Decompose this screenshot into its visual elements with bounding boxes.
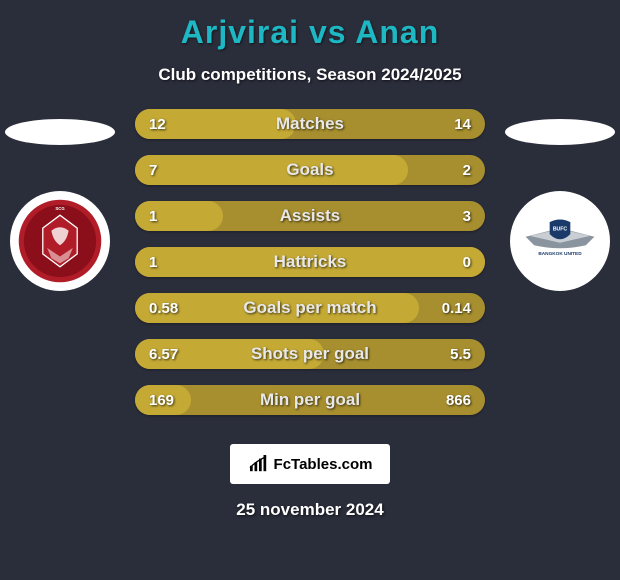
stat-label: Goals <box>135 160 485 180</box>
stat-row: 0.58Goals per match0.14 <box>135 293 485 323</box>
stat-right-value: 14 <box>454 116 471 133</box>
svg-text:SCG: SCG <box>55 206 65 211</box>
player-silhouette-base <box>505 119 615 145</box>
stat-row: 1Hattricks0 <box>135 247 485 277</box>
left-club-badge: SCG <box>10 191 110 291</box>
comparison-area: SCG BUFC BANGKOK UNITED 12Matches14 7Goal… <box>0 109 620 429</box>
brand-box[interactable]: FcTables.com <box>230 444 390 484</box>
stat-row: 169Min per goal866 <box>135 385 485 415</box>
stat-row: 7Goals2 <box>135 155 485 185</box>
player-silhouette-base <box>5 119 115 145</box>
muangthong-crest-icon: SCG <box>17 198 103 284</box>
brand-chart-icon <box>248 455 270 473</box>
stat-row: 6.57Shots per goal5.5 <box>135 339 485 369</box>
stat-right-value: 0.14 <box>442 300 471 317</box>
stat-bars: 12Matches14 7Goals2 1Assists3 1Hattricks0 0.… <box>135 109 485 431</box>
subtitle: Club competitions, Season 2024/2025 <box>0 65 620 85</box>
bangkok-united-crest-icon: BUFC BANGKOK UNITED <box>517 198 603 284</box>
stat-label: Assists <box>135 206 485 226</box>
stat-label: Min per goal <box>135 390 485 410</box>
svg-text:BANGKOK UNITED: BANGKOK UNITED <box>538 251 582 257</box>
stat-label: Goals per match <box>135 298 485 318</box>
stat-right-value: 866 <box>446 392 471 409</box>
stat-label: Matches <box>135 114 485 134</box>
brand-text: FcTables.com <box>274 456 373 473</box>
right-player-column: BUFC BANGKOK UNITED <box>500 109 620 429</box>
date-text: 25 november 2024 <box>0 500 620 520</box>
stat-right-value: 3 <box>463 208 471 225</box>
stat-label: Shots per goal <box>135 344 485 364</box>
stat-label: Hattricks <box>135 252 485 272</box>
right-club-badge: BUFC BANGKOK UNITED <box>510 191 610 291</box>
stat-right-value: 2 <box>463 162 471 179</box>
stat-right-value: 0 <box>463 254 471 271</box>
svg-text:BUFC: BUFC <box>553 227 568 233</box>
left-player-column: SCG <box>0 109 120 429</box>
page-title: Arjvirai vs Anan <box>0 0 620 51</box>
stat-row: 1Assists3 <box>135 201 485 231</box>
stat-right-value: 5.5 <box>450 346 471 363</box>
stat-row: 12Matches14 <box>135 109 485 139</box>
